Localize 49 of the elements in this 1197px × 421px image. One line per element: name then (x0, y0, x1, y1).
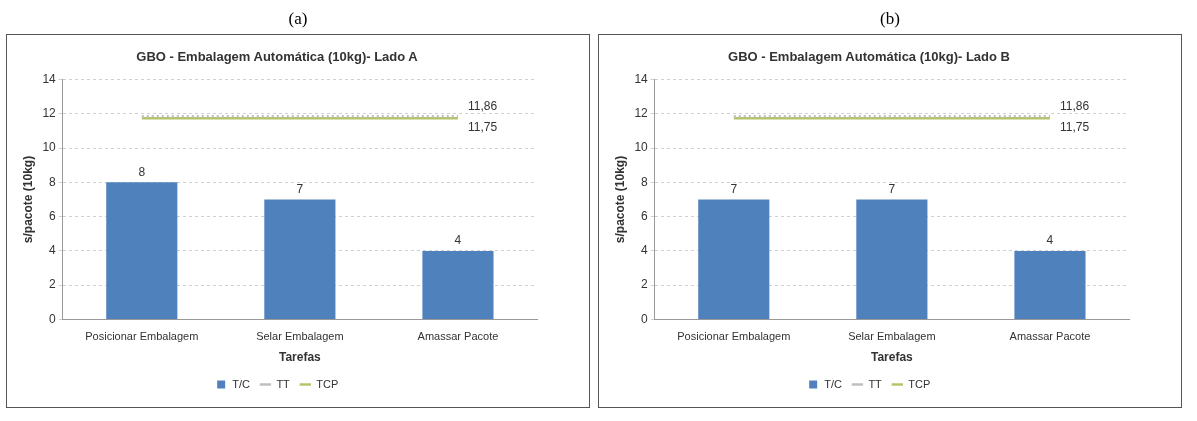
y-tick-label: 0 (49, 311, 57, 326)
text: (a) (287, 8, 309, 30)
bar (422, 250, 494, 319)
data-label: 7 (888, 181, 896, 196)
y-tick-label: 4 (49, 243, 57, 258)
bar (106, 182, 178, 319)
y-tick-label: 6 (49, 208, 57, 223)
data-label: 11,86 (467, 98, 498, 113)
x-axis-title: Tarefas (278, 350, 322, 365)
legend-label: TT (868, 377, 883, 390)
legend-label: T/C (824, 377, 842, 390)
data-label: 11,75 (1059, 120, 1090, 135)
y-tick-label: 14 (634, 71, 649, 86)
y-tick-label: 2 (641, 277, 649, 292)
legend-label: T/C (232, 377, 250, 390)
x-tick-label: Posicionar Embalagem (677, 330, 791, 343)
legend-label: TCP (316, 377, 339, 390)
data-label: 7 (730, 181, 738, 196)
data-label: 7 (296, 181, 304, 196)
x-tick-label: Amassar Pacote (1009, 330, 1091, 343)
x-axis-title: Tarefas (870, 350, 914, 365)
y-axis-title: s/pacote (10kg) (20, 155, 35, 244)
x-tick-label: Selar Embalagem (848, 330, 936, 343)
x-tick-label: Posicionar Embalagem (85, 330, 199, 343)
legend-label: TT (276, 377, 291, 390)
data-label: 4 (1046, 233, 1054, 248)
y-axis-title: s/pacote (10kg) (612, 155, 627, 244)
x-tick-label: Selar Embalagem (256, 330, 344, 343)
text: (b) (879, 8, 901, 30)
y-tick-label: 8 (641, 174, 649, 189)
y-tick-label: 4 (641, 243, 649, 258)
y-tick-label: 12 (42, 106, 57, 121)
x-tick-label: Amassar Pacote (417, 330, 499, 343)
y-tick-label: 6 (641, 208, 649, 223)
bar (264, 199, 336, 319)
y-tick-label: 14 (42, 71, 57, 86)
legend-label: TCP (908, 377, 931, 390)
y-tick-label: 0 (641, 311, 649, 326)
y-tick-label: 8 (49, 174, 57, 189)
data-label: 11,86 (1059, 98, 1090, 113)
chart-title: GBO - Embalagem Automática (10kg)- Lado B (728, 49, 1010, 65)
chart-title: GBO - Embalagem Automática (10kg)- Lado A (136, 49, 419, 65)
y-tick-label: 10 (42, 140, 57, 155)
y-tick-label: 2 (49, 277, 57, 292)
data-label: 8 (138, 164, 146, 179)
data-label: 11,75 (467, 120, 498, 135)
y-tick-label: 10 (634, 140, 649, 155)
data-label: 4 (454, 233, 462, 248)
y-tick-label: 12 (634, 106, 649, 121)
